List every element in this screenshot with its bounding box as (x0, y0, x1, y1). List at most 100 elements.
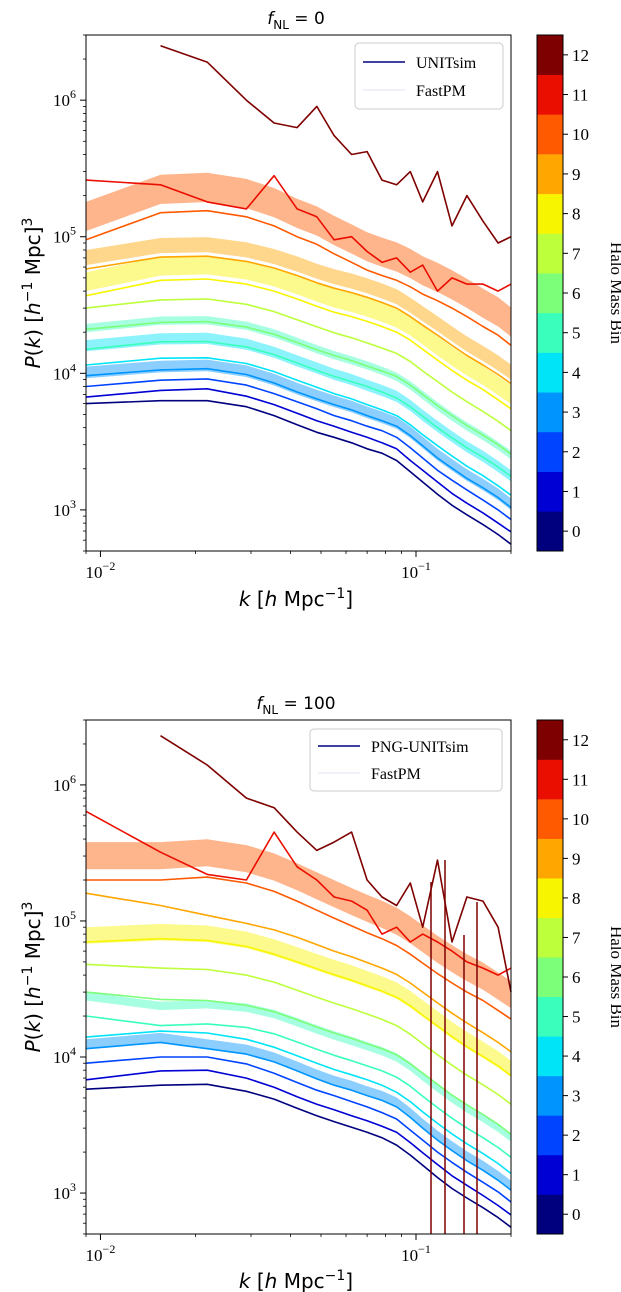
colorbar-tick-label: 12 (572, 731, 589, 750)
colorbar-tick-label: 6 (572, 968, 581, 987)
fastpm-band-bin-8 (86, 923, 511, 1078)
colorbar-segment (537, 1075, 563, 1116)
fastpm-band-bin-3 (86, 359, 511, 511)
series-line-bin-9 (85, 255, 512, 385)
colorbar-segment (537, 431, 563, 472)
y-axis-label: P(k) [h−1 Mpc]3 (20, 218, 45, 369)
y-tick-label: 105 (53, 908, 76, 931)
colorbar-frame (536, 34, 564, 552)
colorbar-segment (537, 799, 563, 839)
colorbar-segment (537, 233, 563, 274)
y-tick-label: 106 (53, 772, 76, 795)
legend: PNG-UNITsim FastPM (309, 728, 503, 792)
series-line-bin-11 (85, 174, 512, 292)
colorbar-segment (537, 154, 563, 195)
colorbar-tick-label: 11 (572, 86, 588, 105)
x-tick-label: 10−2 (86, 559, 116, 582)
colorbar-tick-label: 7 (572, 928, 581, 947)
series-line-bin-5 (85, 340, 512, 478)
x-tick-label: 10−1 (401, 559, 431, 582)
series-line-bin-3 (85, 367, 512, 509)
colorbar-label: Halo Mass Bin (607, 242, 621, 345)
colorbar-tick-label: 3 (572, 403, 581, 422)
colorbar-tick-label: 0 (572, 522, 581, 541)
series-line-bin-4 (85, 357, 512, 496)
colorbar-tick-label: 5 (572, 324, 581, 343)
colorbar-segment (537, 511, 563, 552)
colorbar-segment (537, 352, 563, 393)
colorbar-segment (537, 273, 563, 314)
colorbar-segment (537, 838, 563, 879)
fastpm-band-bin-3 (86, 1032, 511, 1191)
y-tick-label: 103 (53, 497, 76, 520)
colorbar-tick-label: 7 (572, 244, 581, 263)
y-tick-label: 103 (53, 1180, 76, 1203)
plot-frame (85, 719, 512, 1235)
fastpm-band-bin-10 (86, 172, 511, 337)
colorbar-segment (537, 1154, 563, 1195)
png-unitsim-lines (85, 735, 512, 1228)
series-line-bin-12 (160, 735, 512, 993)
colorbar-segment (537, 471, 563, 512)
fastpm-bands (86, 839, 511, 1191)
legend-box (354, 42, 504, 110)
series-line-bin-6 (85, 320, 512, 455)
colorbar-tick-label: 5 (572, 1008, 581, 1027)
colorbar-tick-label: 2 (572, 443, 581, 462)
colorbar-tick-label: 2 (572, 1126, 581, 1145)
colorbar-segment (537, 74, 563, 115)
colorbar-tick-label: 0 (572, 1205, 581, 1224)
plot-frame (85, 34, 512, 552)
colorbar-tick-label: 10 (572, 810, 589, 829)
series-line-bin-10 (85, 209, 512, 347)
colorbar-tick-label: 10 (572, 125, 589, 144)
colorbar-tick-label: 1 (572, 1166, 581, 1185)
colorbar-tick-label: 1 (572, 482, 581, 501)
fastpm-band-bin-5 (86, 992, 511, 1142)
x-axis-label: k [h Mpc−1] (239, 1268, 353, 1292)
y-axis-label: P(k) [h−1 Mpc]3 (20, 902, 45, 1053)
x-axis-label: k [h Mpc−1] (239, 586, 353, 611)
colorbar-segment (537, 312, 563, 353)
fastpm-band-bin-9 (86, 237, 511, 380)
legend-label-fastpm: FastPM (371, 766, 421, 783)
colorbar-tick-label: 4 (572, 1047, 581, 1066)
y-tick-label: 104 (53, 1044, 76, 1067)
colorbar-segment (537, 996, 563, 1037)
colorbar-tick-label: 9 (572, 165, 581, 184)
legend: UNITsim FastPM (354, 42, 504, 110)
x-tick-label: 10−2 (86, 1242, 116, 1265)
legend-label-png-unitsim: PNG-UNITsim (371, 739, 469, 756)
y-tick-label: 105 (53, 224, 76, 247)
colorbar-tick-label: 3 (572, 1087, 581, 1106)
y-tick-label: 104 (53, 360, 76, 383)
series-line-bin-8 (85, 278, 512, 410)
spike-lines (430, 860, 478, 1234)
fastpm-band-bin-8 (86, 255, 511, 405)
colorbar-segment (537, 392, 563, 433)
colorbar-tick-label: 12 (572, 46, 589, 65)
series-line-bin-7 (85, 298, 512, 432)
colorbar-tick-label: 8 (572, 889, 581, 908)
colorbar-segment (537, 878, 563, 918)
colorbar-segment (537, 114, 563, 155)
fastpm-band-bin-5 (86, 316, 511, 460)
panel-title-fnl-100: fNL = 100 (256, 694, 335, 717)
colorbar-frame (536, 719, 564, 1235)
colorbar-tick-label: 4 (572, 363, 581, 382)
legend-box (309, 728, 503, 792)
axis-ticks: 103 104 105 106 10−2 10−1 (53, 719, 512, 1265)
x-tick-label: 10−1 (401, 1242, 431, 1265)
colorbar-label: Halo Mass Bin (607, 926, 621, 1029)
fastpm-bands (86, 172, 511, 511)
colorbar-segment (537, 1036, 563, 1077)
fastpm-band-bin-4 (86, 332, 511, 482)
panel-title-fnl-0: fNL = 0 (267, 9, 325, 32)
series-line-bin-12 (160, 45, 512, 244)
fastpm-band-bin-10 (86, 839, 511, 1009)
